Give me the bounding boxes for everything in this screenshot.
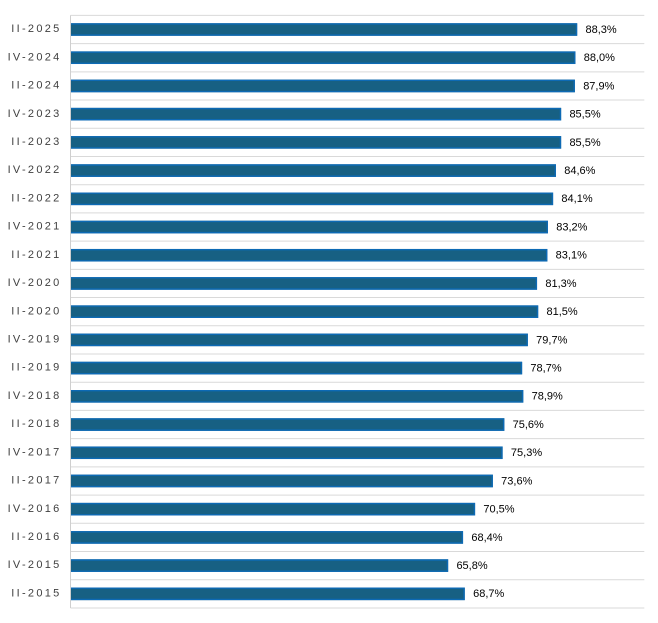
svg-text:II-2023: II-2023 (11, 136, 61, 148)
svg-text:78,9%: 78,9% (532, 391, 563, 403)
svg-text:II-2019: II-2019 (11, 362, 61, 374)
svg-text:IV-2018: IV-2018 (8, 390, 62, 402)
svg-text:IV-2017: IV-2017 (8, 446, 62, 458)
svg-text:84,6%: 84,6% (564, 165, 595, 177)
svg-text:75,3%: 75,3% (511, 447, 542, 459)
svg-text:83,1%: 83,1% (556, 250, 587, 262)
svg-text:88,3%: 88,3% (585, 24, 616, 36)
svg-text:87,9%: 87,9% (583, 80, 614, 92)
svg-text:70,5%: 70,5% (483, 504, 514, 516)
svg-text:II-2020: II-2020 (11, 305, 61, 317)
svg-text:II-2024: II-2024 (11, 80, 61, 92)
svg-text:II-2021: II-2021 (11, 249, 61, 261)
svg-text:IV-2024: IV-2024 (8, 51, 62, 63)
svg-text:II-2016: II-2016 (11, 531, 61, 543)
svg-text:II-2017: II-2017 (11, 475, 61, 487)
svg-text:IV-2020: IV-2020 (8, 277, 62, 289)
svg-text:88,0%: 88,0% (584, 52, 615, 64)
svg-text:68,4%: 68,4% (471, 532, 502, 544)
svg-text:II-2015: II-2015 (11, 587, 61, 599)
svg-text:IV-2023: IV-2023 (8, 108, 62, 120)
svg-text:81,5%: 81,5% (546, 306, 577, 318)
svg-text:65,8%: 65,8% (456, 560, 487, 572)
svg-text:IV-2022: IV-2022 (8, 164, 62, 176)
svg-text:II-2025: II-2025 (11, 23, 61, 35)
svg-text:81,3%: 81,3% (545, 278, 576, 290)
svg-text:75,6%: 75,6% (513, 419, 544, 431)
svg-text:83,2%: 83,2% (556, 221, 587, 233)
svg-text:II-2022: II-2022 (11, 192, 61, 204)
svg-text:68,7%: 68,7% (473, 588, 504, 600)
svg-text:II-2018: II-2018 (11, 418, 61, 430)
svg-text:78,7%: 78,7% (530, 363, 561, 375)
svg-text:85,5%: 85,5% (569, 137, 600, 149)
svg-text:79,7%: 79,7% (536, 334, 567, 346)
svg-text:73,6%: 73,6% (501, 475, 532, 487)
svg-text:IV-2016: IV-2016 (8, 503, 62, 515)
svg-text:85,5%: 85,5% (569, 109, 600, 121)
svg-text:IV-2015: IV-2015 (8, 559, 62, 571)
svg-text:IV-2019: IV-2019 (8, 333, 62, 345)
svg-text:84,1%: 84,1% (561, 193, 592, 205)
svg-text:IV-2021: IV-2021 (8, 221, 62, 233)
